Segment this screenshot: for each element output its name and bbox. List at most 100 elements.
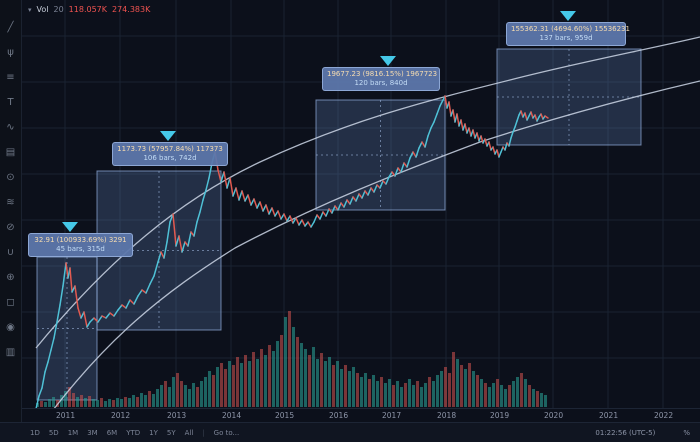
range-button-5d[interactable]: 5D: [48, 428, 59, 437]
volume-bar: [52, 397, 55, 407]
volume-bar: [484, 383, 487, 407]
volume-bar: [432, 381, 435, 407]
volume-bar: [204, 377, 207, 407]
price-line-segment: [220, 171, 225, 183]
x-axis[interactable]: 2011 2012 2013 2014 2015 2016 2017 2018 2019 2020…: [22, 408, 700, 422]
range-bars-text: 106 bars, 742d: [143, 154, 197, 162]
price-line-segment: [418, 141, 423, 149]
range-measurement-label[interactable]: 155362.31 (4694.60%) 15536231 137 bars, 9…: [506, 22, 630, 46]
range-button-6m[interactable]: 6M: [106, 428, 118, 437]
volume-bar: [152, 394, 155, 407]
marker-triangle-icon[interactable]: [560, 11, 576, 21]
volume-bar: [124, 397, 127, 407]
brush-tool-icon[interactable]: ≋: [6, 197, 15, 208]
price-line-segment: [409, 151, 414, 159]
price-line-segment: [238, 190, 243, 201]
volume-bar: [272, 351, 275, 407]
drawing-toolbar: ╱ ψ ≡ T ∿ ▤ ⊙ ≋ ⊘ ∪ ⊕ ◻ ◉ ▥: [0, 0, 22, 422]
marker-triangle-icon[interactable]: [160, 131, 176, 141]
volume-bar: [424, 383, 427, 407]
price-line-segment: [196, 211, 201, 223]
indicator-name[interactable]: Vol: [36, 5, 49, 14]
price-line-segment: [256, 201, 261, 209]
zoom-tool-icon[interactable]: ⊕: [6, 272, 15, 283]
price-line-segment: [53, 321, 58, 339]
x-axis-year-label: 2014: [222, 411, 242, 420]
range-button-1m[interactable]: 1M: [67, 428, 79, 437]
price-line-segment: [172, 213, 177, 247]
measure-tool-icon[interactable]: ⊘: [6, 222, 15, 233]
chart-area[interactable]: 32.91 (100933.69%) 3291 45 bars, 315d 1173…: [0, 0, 700, 422]
price-line-segment: [498, 151, 502, 158]
volume-bar: [448, 373, 451, 407]
position-tool-icon[interactable]: ▤: [5, 147, 16, 158]
price-line-segment: [415, 147, 420, 158]
range-values-text: 32.91 (100933.69%) 3291: [34, 236, 127, 244]
volume-bar: [452, 352, 455, 407]
x-axis-year-label: 2019: [490, 411, 510, 420]
icons-tool-icon[interactable]: ⊙: [6, 172, 15, 183]
range-measurement-label[interactable]: 19677.23 (9816.15%) 1967723 120 bars, 840…: [322, 67, 440, 91]
x-axis-year-label: 2015: [275, 411, 295, 420]
volume-bar: [472, 371, 475, 407]
range-button-ytd[interactable]: YTD: [126, 428, 141, 437]
text-tool-icon[interactable]: T: [7, 97, 14, 108]
volume-bar: [136, 397, 139, 407]
price-line-segment: [280, 213, 285, 220]
volume-bar: [244, 355, 247, 407]
pattern-tool-icon[interactable]: ∿: [6, 122, 15, 133]
range-button-3m[interactable]: 3M: [87, 428, 98, 437]
range-bars-text: 137 bars, 959d: [539, 34, 593, 42]
channel-upper-line[interactable]: [35, 36, 700, 349]
legend-collapse-icon[interactable]: ▾: [28, 5, 32, 14]
volume-bar: [416, 381, 419, 407]
range-button-all[interactable]: All: [184, 428, 194, 437]
range-button-1d[interactable]: 1D: [30, 428, 40, 437]
volume-bar: [496, 379, 499, 407]
volume-bar: [60, 395, 63, 407]
price-line-segment: [430, 121, 435, 129]
volume-bar: [48, 399, 51, 407]
marker-triangle-icon[interactable]: [380, 56, 396, 66]
range-button-1y[interactable]: 1Y: [149, 428, 158, 437]
pitchfork-tool-icon[interactable]: ψ: [7, 47, 14, 58]
price-line-segment: [436, 105, 441, 115]
price-line-segment: [444, 95, 448, 109]
price-line-segment: [137, 289, 143, 297]
price-line-segment: [492, 146, 496, 155]
percent-scale-toggle[interactable]: %: [683, 428, 690, 437]
volume-bar: [388, 379, 391, 407]
range-measurement-label[interactable]: 1173.73 (57957.84%) 117373 106 bars, 742d: [112, 142, 228, 166]
price-line-segment: [271, 207, 276, 217]
price-line-segment: [508, 137, 512, 147]
price-line-segment: [394, 167, 399, 177]
range-button-5y[interactable]: 5Y: [166, 428, 176, 437]
remove-tool-icon[interactable]: ▥: [5, 347, 16, 358]
channel-lower-line[interactable]: [38, 80, 700, 408]
volume-bar: [360, 377, 363, 407]
price-chart-canvas[interactable]: [0, 0, 700, 408]
marker-triangle-icon[interactable]: [62, 222, 78, 232]
volume-bar: [348, 371, 351, 407]
magnet-tool-icon[interactable]: ∪: [6, 247, 15, 258]
volume-bar: [228, 361, 231, 407]
volume-bar: [120, 399, 123, 407]
price-line-segment: [367, 187, 372, 196]
range-measurement-label[interactable]: 32.91 (100933.69%) 3291 45 bars, 315d: [28, 233, 133, 257]
price-line-segment: [253, 198, 258, 209]
price-line-segment: [250, 198, 255, 206]
volume-bar: [524, 379, 527, 407]
volume-bar: [404, 383, 407, 407]
x-axis-year-label: 2012: [111, 411, 131, 420]
clock-label[interactable]: 01:22:56 (UTC-5): [595, 428, 656, 437]
volume-bar: [324, 361, 327, 407]
x-axis-year-label: 2018: [437, 411, 457, 420]
fib-retracement-tool-icon[interactable]: ≡: [6, 72, 15, 83]
volume-bar: [64, 391, 67, 407]
volume-bar: [492, 383, 495, 407]
visibility-tool-icon[interactable]: ◉: [6, 322, 15, 333]
trend-line-tool-icon[interactable]: ╱: [7, 22, 14, 33]
lock-tool-icon[interactable]: ◻: [6, 297, 15, 308]
volume-bar: [156, 389, 159, 407]
goto-button[interactable]: Go to...: [213, 428, 240, 437]
